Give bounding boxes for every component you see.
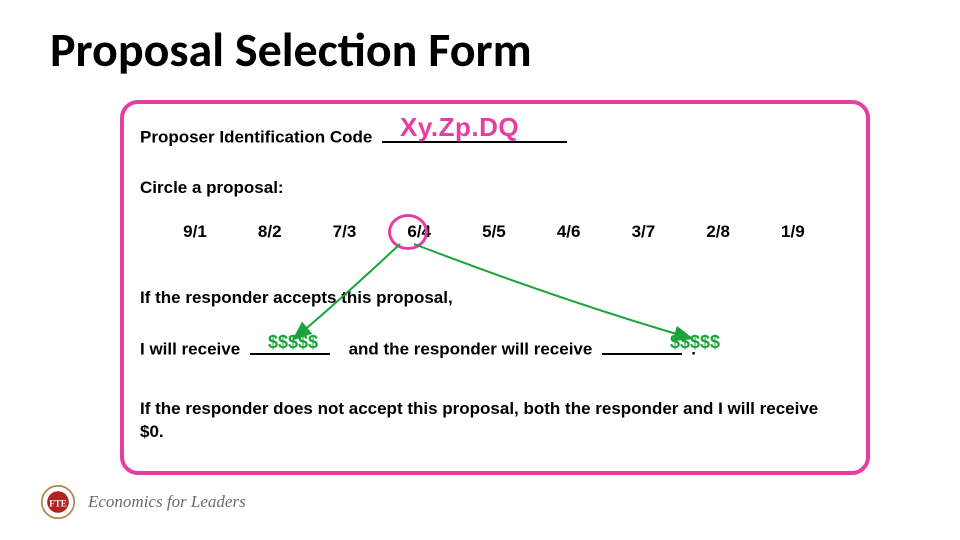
reject-text: If the responder does not accept this pr… bbox=[140, 398, 840, 444]
proposer-amount-value: $$$$$ bbox=[268, 332, 318, 353]
proposal-option[interactable]: 6/4 bbox=[384, 222, 454, 242]
proposal-option[interactable]: 3/7 bbox=[608, 222, 678, 242]
proposal-option[interactable]: 5/5 bbox=[459, 222, 529, 242]
footer: FTE Economics for Leaders bbox=[40, 484, 246, 520]
responder-amount-value: $$$$$ bbox=[670, 332, 720, 353]
proposal-option[interactable]: 9/1 bbox=[160, 222, 230, 242]
svg-text:FTE: FTE bbox=[49, 499, 67, 509]
id-code-label: Proposer Identification Code bbox=[140, 128, 372, 147]
proposal-option[interactable]: 2/8 bbox=[683, 222, 753, 242]
circle-proposal-label: Circle a proposal: bbox=[140, 178, 284, 198]
fte-logo-icon: FTE bbox=[40, 484, 76, 520]
receive-pre: I will receive bbox=[140, 340, 240, 359]
page-title: Proposal Selection Form bbox=[50, 20, 532, 79]
receive-line: I will receive and the responder will re… bbox=[140, 334, 696, 360]
proposal-option[interactable]: 4/6 bbox=[534, 222, 604, 242]
proposals-row: 9/1 8/2 7/3 6/4 5/5 4/6 3/7 2/8 1/9 bbox=[160, 222, 860, 242]
id-code-value: Xy.Zp.DQ bbox=[400, 112, 519, 143]
receive-mid: and the responder will receive bbox=[349, 340, 593, 359]
accept-text: If the responder accepts this proposal, bbox=[140, 288, 453, 308]
proposal-option[interactable]: 1/9 bbox=[758, 222, 828, 242]
proposal-option[interactable]: 8/2 bbox=[235, 222, 305, 242]
footer-text: Economics for Leaders bbox=[88, 492, 246, 512]
proposal-option[interactable]: 7/3 bbox=[309, 222, 379, 242]
